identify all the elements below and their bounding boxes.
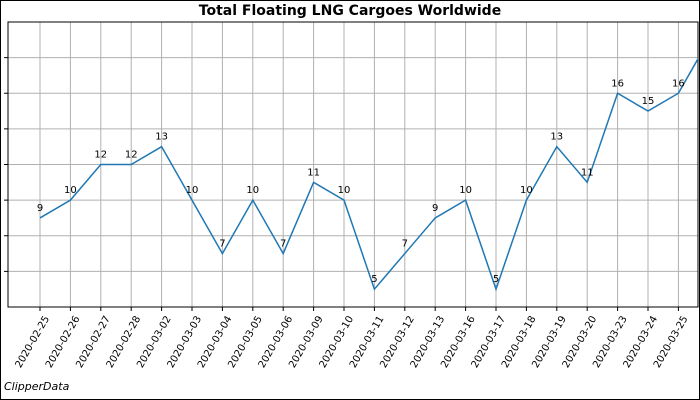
data-label: 10 [64, 185, 77, 196]
source-label: ClipperData [4, 380, 70, 393]
data-label: 12 [125, 150, 138, 161]
data-label: 11 [581, 167, 594, 178]
grid [8, 22, 698, 307]
data-label: 11 [307, 167, 320, 178]
data-label: 16 [672, 78, 685, 89]
data-label: 7 [219, 239, 225, 250]
data-label: 9 [432, 203, 438, 214]
data-label: 10 [520, 185, 533, 196]
plot-area-border [7, 21, 699, 308]
x-tick-labels: 2020-02-252020-02-262020-02-272020-02-28… [14, 314, 700, 370]
data-label: 16 [611, 78, 624, 89]
series [39, 57, 698, 292]
data-label: 5 [371, 274, 377, 285]
data-label: 15 [642, 96, 655, 107]
data-label: 7 [280, 239, 286, 250]
data-label: 13 [550, 132, 563, 143]
data-label: 10 [246, 185, 259, 196]
data-label: 10 [459, 185, 472, 196]
data-labels: 9 10 12 12 13 10 7 10 7 11 10 5 7 9 10 5 10 13 11 16 15 16 [37, 78, 685, 285]
chart-title: Total Floating LNG Cargoes Worldwide [198, 3, 502, 19]
data-label: 10 [186, 185, 199, 196]
data-label: 13 [155, 132, 168, 143]
data-label: 12 [94, 150, 107, 161]
data-label: 7 [402, 239, 408, 250]
axes [4, 21, 699, 311]
data-label: 9 [37, 203, 43, 214]
data-label: 10 [338, 185, 351, 196]
data-label: 5 [493, 274, 499, 285]
